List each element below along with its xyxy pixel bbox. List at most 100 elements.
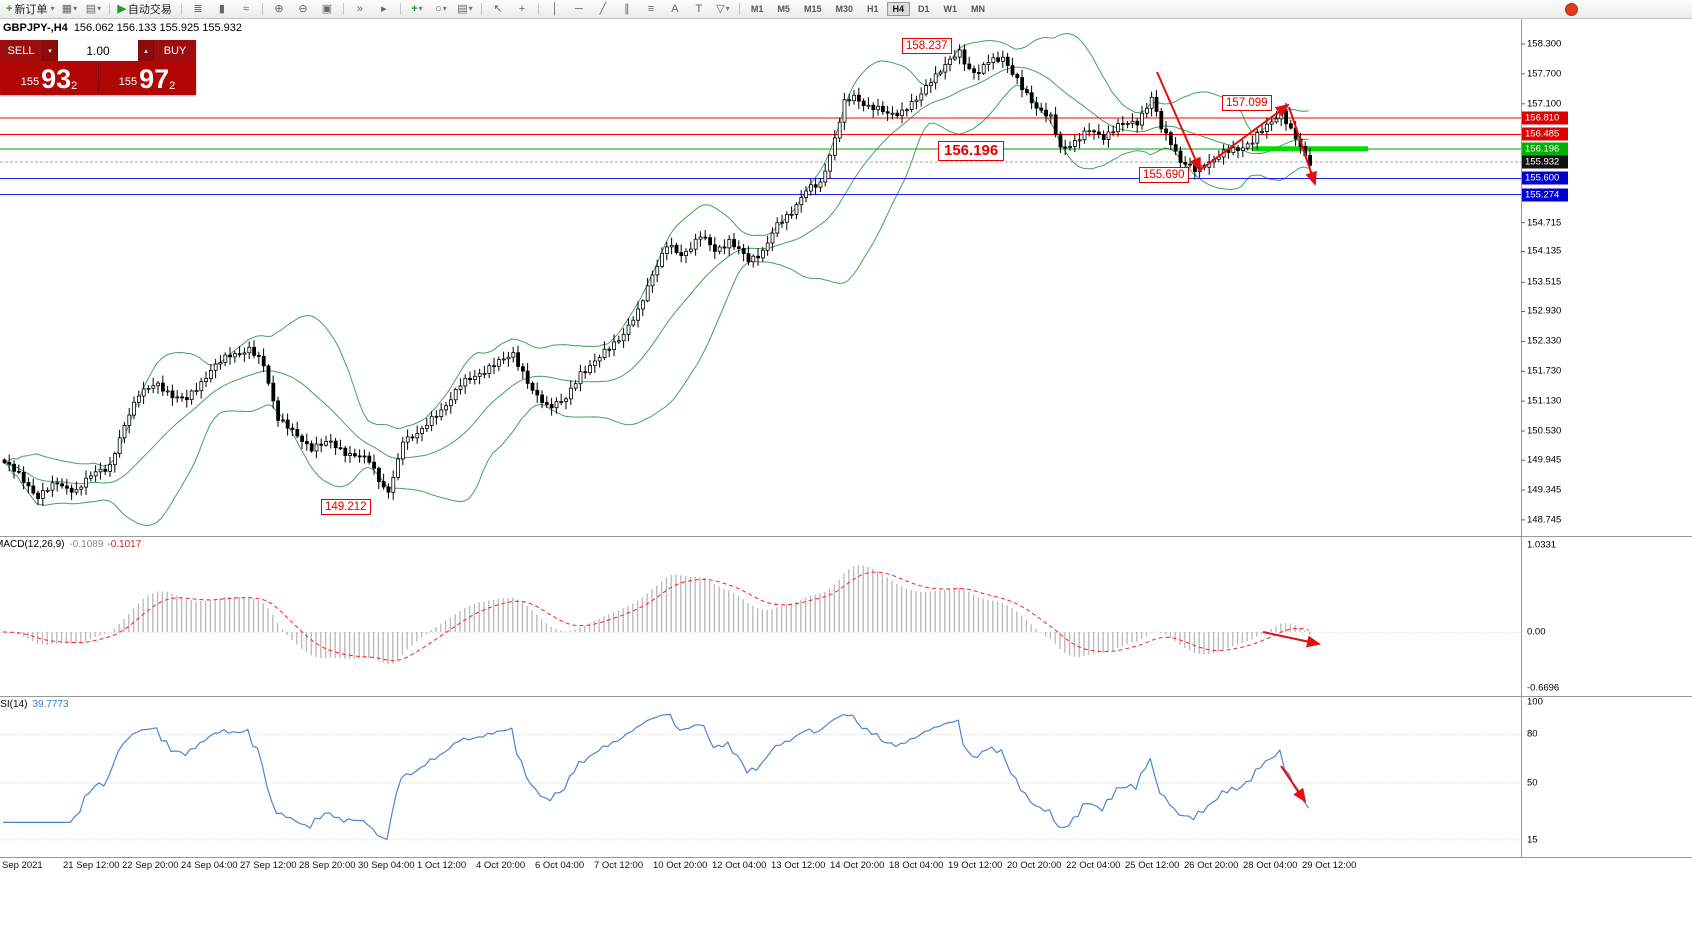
time-label: 7 Oct 12:00 bbox=[594, 860, 644, 871]
price-callout[interactable]: 155.690 bbox=[1139, 167, 1189, 183]
horizontal-line-button[interactable]: ─ bbox=[567, 0, 591, 18]
macd-value-signal: -0.1017 bbox=[107, 539, 142, 550]
price-scale-label: 158.300 bbox=[1527, 38, 1562, 50]
chart-shift-button[interactable]: » bbox=[348, 0, 372, 18]
chevron-down-icon: ▾ bbox=[418, 4, 423, 13]
time-label: 27 Sep 12:00 bbox=[240, 860, 297, 871]
timeframe-button-W1[interactable]: W1 bbox=[943, 4, 958, 14]
line-chart-button[interactable]: ≈ bbox=[234, 0, 258, 18]
time-label: 12 Oct 04:00 bbox=[712, 860, 767, 871]
auto-scroll-button[interactable]: ▸ bbox=[372, 0, 396, 18]
volume-decrease-button[interactable]: ▾ bbox=[42, 40, 58, 61]
timeframe-button-M1[interactable]: M1 bbox=[750, 4, 764, 14]
time-label: 26 Oct 20:00 bbox=[1184, 860, 1239, 871]
timeframe-button-M15[interactable]: M15 bbox=[803, 4, 822, 14]
zoom-out-button[interactable]: ⊖ bbox=[291, 0, 315, 18]
price-badge: 155.600 bbox=[1522, 171, 1568, 185]
tile-windows-button[interactable]: ▣ bbox=[315, 0, 339, 18]
templates-button[interactable]: ▤ ▾ bbox=[453, 0, 477, 18]
buy-price[interactable]: 155 97 2 bbox=[98, 61, 196, 95]
toolbar-separator bbox=[180, 3, 182, 15]
notification-badge[interactable] bbox=[1565, 3, 1578, 16]
fibonacci-button[interactable]: ≡ bbox=[639, 0, 663, 18]
vertical-line-icon: │ bbox=[551, 2, 559, 15]
chart-shift-icon: » bbox=[356, 2, 363, 15]
macd-value-main: -0.1089 bbox=[69, 539, 104, 550]
buy-button[interactable]: BUY bbox=[163, 44, 187, 57]
chart-window-button[interactable]: ▦ ▾ bbox=[57, 0, 81, 18]
price-badge: 155.274 bbox=[1522, 188, 1568, 202]
timeframe-button-MN[interactable]: MN bbox=[971, 4, 986, 14]
timeframe-button-M30[interactable]: M30 bbox=[835, 4, 853, 14]
one-click-trading-panel: SELL ▾ 1.00 ▴ BUY 155 93 2 155 97 2 bbox=[0, 40, 196, 95]
price-callout[interactable]: 158.237 bbox=[902, 38, 952, 54]
buy-price-big: 97 bbox=[139, 64, 170, 94]
profiles-button[interactable]: ▤ ▾ bbox=[81, 0, 105, 18]
price-badge: 156.196 bbox=[1522, 142, 1568, 156]
price-callout[interactable]: 156.196 bbox=[938, 141, 1005, 161]
price-callout[interactable]: 149.212 bbox=[321, 499, 371, 515]
toolbar-separator bbox=[537, 3, 539, 15]
time-label: 21 Sep 12:00 bbox=[63, 860, 120, 871]
sell-button[interactable]: SELL bbox=[7, 44, 35, 57]
text-tool-button[interactable]: A bbox=[663, 0, 687, 18]
ohlc-values: 156.062 156.133 155.925 155.932 bbox=[73, 22, 243, 34]
crosshair-button[interactable]: + bbox=[510, 0, 534, 18]
price-scale-label: 149.945 bbox=[1527, 454, 1562, 466]
price-scale-label: 153.515 bbox=[1527, 276, 1562, 288]
indicators-button[interactable]: + ▾ bbox=[405, 0, 429, 18]
buy-price-prefix: 155 bbox=[118, 76, 138, 88]
bar-chart-button[interactable]: ≣ bbox=[186, 0, 210, 18]
candlestick-button[interactable]: ▮ bbox=[210, 0, 234, 18]
price-scale-label: 157.100 bbox=[1527, 98, 1562, 110]
auto-scroll-icon: ▸ bbox=[381, 2, 387, 15]
trendline-button[interactable]: ╱ bbox=[591, 0, 615, 18]
templates-icon: ▤ bbox=[457, 2, 468, 15]
time-label: 22 Sep 20:00 bbox=[122, 860, 179, 871]
line-chart-icon: ≈ bbox=[242, 2, 249, 15]
timeframe-button-D1[interactable]: D1 bbox=[918, 4, 930, 14]
timeframe-button-M5[interactable]: M5 bbox=[777, 4, 790, 14]
time-label: 10 Oct 20:00 bbox=[653, 860, 708, 871]
autotrading-play-icon: ▶ bbox=[117, 2, 126, 15]
time-label: 18 Oct 04:00 bbox=[889, 860, 944, 871]
time-label: 20 Oct 20:00 bbox=[1007, 860, 1062, 871]
time-label: 28 Oct 04:00 bbox=[1243, 860, 1298, 871]
label-tool-button[interactable]: T bbox=[687, 0, 711, 18]
zoom-in-button[interactable]: ⊕ bbox=[267, 0, 291, 18]
periods-button[interactable]: ○ ▾ bbox=[429, 0, 453, 18]
toolbar-separator bbox=[109, 3, 111, 15]
bar-chart-icon: ≣ bbox=[193, 2, 203, 15]
cursor-button[interactable]: ↖ bbox=[486, 0, 510, 18]
price-scale-label: 154.135 bbox=[1527, 245, 1562, 257]
channel-button[interactable]: ∥ bbox=[615, 0, 639, 18]
price-scale-label: 152.330 bbox=[1527, 335, 1562, 347]
volume-increase-button[interactable]: ▴ bbox=[138, 40, 154, 61]
chevron-down-icon: ▾ bbox=[73, 4, 78, 13]
price-badge: 155.932 bbox=[1522, 155, 1568, 169]
macd-scale-label: 0.00 bbox=[1527, 626, 1546, 638]
label-tool-icon: T bbox=[695, 2, 703, 15]
price-scale-label: 151.130 bbox=[1527, 395, 1562, 407]
timeframe-button-H4[interactable]: H4 bbox=[886, 2, 911, 16]
time-scale[interactable]: Sep 2021 21 Sep 12:00 22 Sep 20:00 24 Sep 0… bbox=[0, 858, 1692, 874]
trendline-icon: ╱ bbox=[599, 2, 607, 15]
arrow-tools-button[interactable]: ▽ ▾ bbox=[711, 0, 735, 18]
chevron-down-icon: ▾ bbox=[468, 4, 473, 13]
price-callout[interactable]: 157.099 bbox=[1222, 95, 1272, 111]
trade-panel-header: SELL ▾ 1.00 ▴ BUY bbox=[0, 40, 196, 61]
timeframe-button-H1[interactable]: H1 bbox=[866, 4, 879, 14]
sell-price[interactable]: 155 93 2 bbox=[0, 61, 98, 95]
toolbar-separator bbox=[480, 3, 482, 15]
volume-input[interactable]: 1.00 bbox=[58, 40, 138, 61]
arrow-tools-icon: ▽ bbox=[716, 2, 725, 15]
buy-price-sup: 2 bbox=[169, 80, 176, 92]
symbol-name: GBPJPY-,H4 bbox=[3, 22, 68, 34]
autotrading-button[interactable]: ▶ 自动交易 bbox=[114, 0, 176, 18]
time-label: 13 Oct 12:00 bbox=[771, 860, 826, 871]
price-badge: 156.810 bbox=[1522, 111, 1568, 125]
vertical-line-button[interactable]: │ bbox=[543, 0, 567, 18]
new-order-button[interactable]: + 新订单 ▾ bbox=[3, 0, 57, 18]
